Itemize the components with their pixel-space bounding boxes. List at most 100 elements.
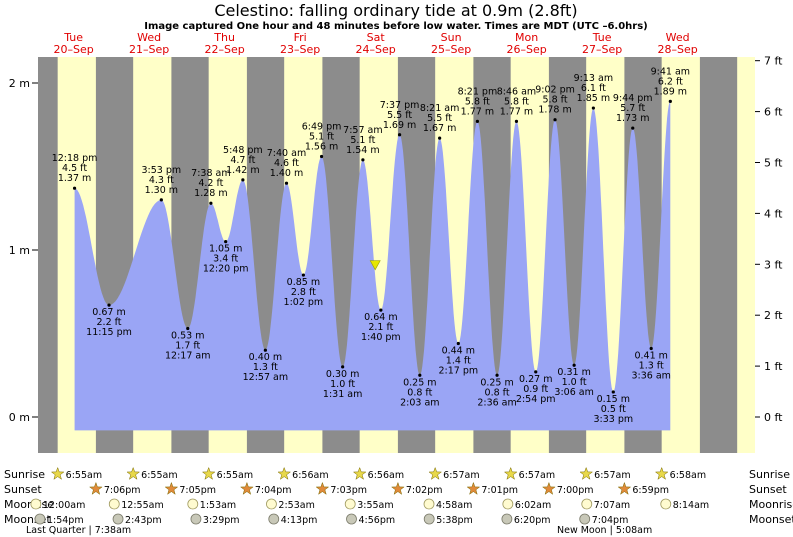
day-date-label: 26–Sep	[507, 43, 547, 56]
extreme-marker	[495, 373, 499, 377]
sunrise-icon	[277, 466, 292, 480]
extreme-marker	[397, 133, 402, 137]
extreme-label: 5.5 ft	[387, 110, 412, 121]
extreme-label: 3.4 ft	[213, 254, 238, 265]
extreme-label: 3:33 pm	[593, 414, 633, 425]
extreme-marker	[107, 303, 111, 307]
extreme-label: 5.1 ft	[309, 131, 334, 142]
extreme-label: 1.28 m	[194, 188, 227, 199]
extreme-label: 5.1 ft	[350, 135, 375, 146]
extreme-label: 0.8 ft	[485, 387, 510, 398]
day-weekday-label: Wed	[666, 31, 690, 44]
extreme-label: 9:02 pm	[535, 85, 575, 96]
extreme-label: 1.05 m	[209, 244, 242, 255]
moonrise-time: 12:55am	[121, 500, 163, 511]
moonrise-icon	[502, 498, 514, 510]
moonrise-icon	[266, 498, 277, 510]
extreme-label: 0.15 m	[597, 394, 630, 405]
sunset-time: 7:06pm	[104, 485, 141, 496]
extreme-marker	[186, 326, 190, 331]
extreme-marker	[438, 136, 442, 140]
extreme-marker	[301, 273, 305, 277]
moonset-icon	[190, 513, 202, 525]
extreme-label: 1.54 m	[346, 145, 379, 156]
extreme-label: 6.1 ft	[581, 83, 606, 94]
extreme-label: 0.41 m	[634, 351, 667, 362]
extreme-marker	[209, 201, 213, 205]
extreme-label: 1.7 ft	[175, 340, 200, 351]
extreme-marker	[514, 119, 519, 124]
sunrise-icon	[126, 466, 141, 480]
sunrise-icon	[654, 466, 669, 480]
extreme-label: 0.25 m	[480, 377, 513, 388]
right-tick-label: 7 ft	[764, 55, 783, 68]
extreme-marker	[534, 370, 538, 374]
extreme-marker	[553, 118, 557, 122]
day-date-label: 23–Sep	[280, 43, 320, 56]
sunrise-time: 6:57am	[443, 470, 479, 481]
extreme-label: 0.67 m	[92, 307, 125, 318]
moonrise-icon	[423, 498, 435, 510]
sunset-icon	[617, 481, 632, 495]
chart-subtitle: Image captured One hour and 48 minutes b…	[144, 21, 648, 32]
moonset-time: 2:43pm	[125, 515, 162, 526]
sunrise-time: 6:56am	[368, 470, 404, 481]
sunset-time: 7:01pm	[481, 485, 518, 496]
moonrise-time: 8:14am	[673, 500, 709, 511]
moonset-time: 6:20pm	[514, 515, 551, 526]
moonset-time: 4:56pm	[358, 515, 395, 526]
moonrise-time: 4:58am	[436, 500, 472, 511]
day-weekday-label: Mon	[515, 31, 538, 44]
extreme-marker	[341, 365, 345, 369]
extreme-label: 2:03 am	[400, 397, 439, 408]
sunset-icon	[239, 481, 254, 495]
current-tide-marker	[369, 260, 381, 271]
moonset-time: 1:54pm	[47, 515, 84, 526]
extreme-label: 8:46 am	[497, 86, 536, 97]
extreme-label: 2.1 ft	[368, 322, 393, 333]
day-date-label: 21–Sep	[129, 43, 169, 56]
sunrise-time: 6:55am	[217, 470, 253, 481]
extreme-marker	[418, 373, 422, 377]
sunset-icon	[390, 481, 405, 495]
moonrise-time: 2:53am	[278, 500, 314, 511]
moonset-icon	[346, 513, 357, 525]
moonrise-icon	[581, 498, 593, 510]
astronomy-rows: Sunrise Sunrise Sunset Sunset Moonrise Moonri…	[4, 466, 793, 536]
extreme-label: 1.37 m	[58, 173, 91, 184]
extreme-label: 1.30 m	[145, 185, 178, 196]
right-tick-label: 3 ft	[764, 258, 783, 271]
extreme-label: 0.85 m	[287, 277, 320, 288]
right-tick-label: 6 ft	[764, 106, 783, 119]
extreme-marker	[319, 154, 324, 159]
sunset-time: 7:03pm	[330, 485, 367, 496]
moon-phase-last-quarter: Last Quarter | 7:38am	[26, 525, 131, 536]
extreme-label: 6:49 pm	[302, 121, 342, 132]
extreme-label: 1.85 m	[577, 93, 610, 104]
day-date-label: 27–Sep	[582, 43, 622, 56]
extreme-label: 2:36 am	[477, 397, 516, 408]
sunrise-icon	[352, 466, 367, 480]
extreme-marker	[379, 308, 383, 312]
right-tick-label: 2 ft	[764, 309, 783, 322]
extreme-label: 2.8 ft	[291, 287, 316, 298]
sunset-row-label: Sunset	[4, 483, 42, 496]
day-weekday-label: Fri	[294, 31, 307, 44]
moonset-icon	[423, 513, 435, 525]
extreme-label: 3:06 am	[554, 387, 593, 398]
extreme-label: 12:17 am	[165, 350, 210, 361]
day-weekday-label: Tue	[63, 31, 83, 44]
extreme-marker	[591, 106, 595, 110]
extreme-marker	[284, 181, 289, 185]
extreme-label: 12:18 pm	[52, 153, 98, 164]
chart-title: Celestino: falling ordinary tide at 0.9m…	[214, 1, 577, 20]
extreme-label: 2.2 ft	[97, 317, 122, 328]
right-tick-label: 0 ft	[764, 411, 783, 424]
moonset-time: 4:13pm	[281, 515, 318, 526]
extreme-label: 0.44 m	[442, 346, 475, 357]
sunset-icon	[88, 481, 103, 495]
extreme-marker	[224, 240, 228, 244]
sunset-icon	[541, 481, 556, 495]
day-weekday-label: Thu	[213, 31, 235, 44]
